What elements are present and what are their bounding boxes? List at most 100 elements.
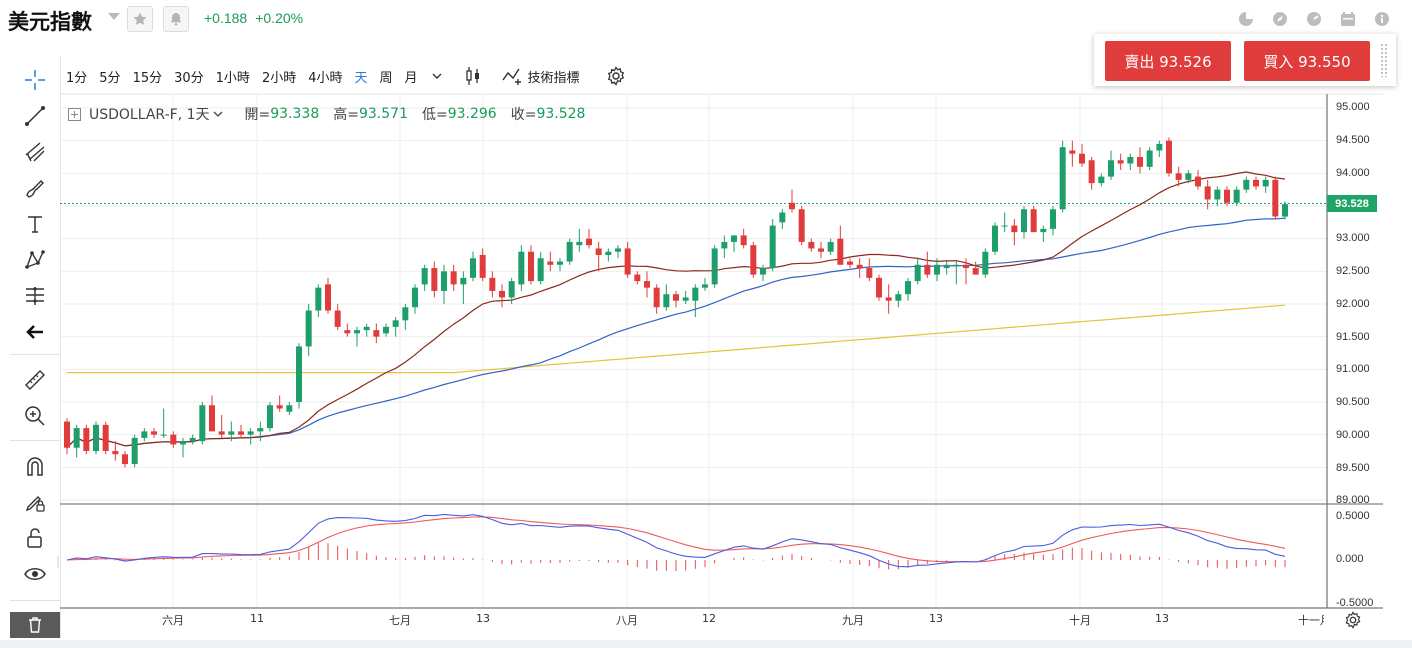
text-tool-icon[interactable]	[19, 210, 51, 238]
timeframe-4h[interactable]: 4小時	[308, 70, 343, 86]
fibonacci-icon[interactable]	[19, 282, 51, 310]
trash-icon	[29, 617, 41, 633]
candle-body	[740, 235, 747, 246]
candle-body	[315, 287, 322, 311]
pie-chart-icon[interactable]	[1237, 10, 1255, 28]
candle-body	[934, 264, 940, 275]
candle-body	[1166, 140, 1172, 174]
buy-button[interactable]: 買入 93.550	[1244, 41, 1370, 81]
indicators-button[interactable]: 技術指標	[501, 67, 580, 86]
candle-body	[866, 268, 873, 278]
timeframe-15m[interactable]: 15分	[132, 70, 163, 86]
candle-body	[450, 271, 457, 285]
magnet-icon[interactable]	[19, 452, 51, 480]
timeframe-1h[interactable]: 1小時	[215, 70, 250, 86]
low-value: 93.296	[447, 106, 497, 122]
sell-button[interactable]: 賣出 93.526	[1105, 41, 1231, 81]
candle-body	[112, 450, 119, 455]
timeframe-5m[interactable]: 5分	[99, 70, 121, 86]
candle-body	[238, 431, 244, 435]
back-arrow-icon[interactable]	[19, 318, 51, 346]
candle-body	[702, 284, 708, 288]
timeframe-30m[interactable]: 30分	[174, 70, 204, 86]
candle-body	[885, 297, 892, 301]
candle-body	[170, 434, 177, 445]
toolbar-divider	[10, 440, 60, 441]
macd-line	[66, 513, 1286, 568]
symbol-chevron-icon[interactable]	[213, 109, 223, 119]
lock-drawings-icon[interactable]	[19, 488, 51, 516]
candle-body	[1175, 173, 1182, 180]
ma-short-line	[66, 171, 1286, 449]
candle-body	[441, 271, 447, 291]
alert-button[interactable]	[163, 6, 189, 32]
calendar-icon[interactable]	[1339, 10, 1357, 28]
candle-body	[827, 241, 834, 252]
candle-body	[789, 202, 795, 210]
candle-body	[692, 287, 699, 301]
candle-body	[209, 405, 215, 432]
gauge-icon[interactable]	[1305, 10, 1323, 28]
settings-gear-icon[interactable]	[606, 66, 626, 86]
timeframe-month[interactable]: 月	[404, 70, 418, 86]
macd-tick: 0.5000	[1336, 510, 1370, 522]
candle-body	[760, 268, 766, 275]
ruler-icon[interactable]	[19, 366, 51, 394]
change-absolute: +0.188	[204, 10, 248, 26]
brush-icon[interactable]	[19, 174, 51, 202]
candle-body	[992, 225, 998, 252]
timeframe-2h[interactable]: 2小時	[261, 70, 297, 86]
candle-body	[64, 421, 70, 448]
symbol-label[interactable]: USDOLLAR-F, 1天	[89, 107, 210, 123]
zoom-in-icon[interactable]	[19, 402, 51, 430]
trend-line-icon[interactable]	[19, 102, 51, 130]
candle-body	[982, 251, 989, 275]
instrument-dropdown-caret[interactable]	[108, 13, 120, 20]
candle-body	[943, 264, 950, 269]
candle-body	[1253, 179, 1259, 187]
bell-icon	[170, 13, 182, 26]
timeframe-day[interactable]: 天	[354, 70, 368, 86]
candle-body	[1127, 156, 1134, 164]
eye-icon[interactable]	[19, 560, 51, 588]
expand-icon[interactable]	[68, 107, 81, 121]
candle-body	[895, 294, 902, 301]
low-label: 低=	[421, 107, 448, 123]
timeframe-1m[interactable]: 1分	[66, 70, 88, 86]
candle-body	[412, 287, 418, 308]
candle-body	[1079, 153, 1085, 164]
candle-body	[276, 405, 283, 409]
price-tick: 90.000	[1336, 429, 1370, 441]
crosshair-icon[interactable]	[19, 66, 51, 94]
pattern-icon[interactable]	[19, 246, 51, 274]
toolbar-divider	[10, 600, 60, 601]
candle-body	[905, 281, 911, 295]
unlock-icon[interactable]	[19, 524, 51, 552]
favorite-button[interactable]	[127, 6, 153, 32]
candle-body	[953, 264, 960, 266]
candle-type-icon[interactable]	[464, 66, 482, 86]
info-icon[interactable]	[1373, 10, 1391, 28]
time-tick: 十月	[1069, 614, 1091, 627]
indicators-icon	[501, 68, 521, 85]
more-timeframes-chevron-icon[interactable]	[432, 71, 442, 81]
change-percent: +0.20%	[255, 10, 304, 26]
pitchfork-icon[interactable]	[19, 138, 51, 166]
candle-body	[576, 241, 583, 246]
compass-icon[interactable]	[1271, 10, 1289, 28]
timeframe-week[interactable]: 周	[379, 70, 393, 86]
trash-button[interactable]	[10, 612, 60, 638]
candle-body	[1243, 179, 1250, 190]
candle-body	[373, 330, 380, 337]
candle-body	[286, 405, 293, 412]
candle-body	[769, 225, 776, 269]
candle-body	[1021, 209, 1027, 233]
candle-body	[518, 251, 525, 285]
candle-body	[924, 264, 931, 275]
candle-body	[731, 235, 737, 242]
axis-settings-gear-icon[interactable]	[1344, 611, 1362, 634]
candle-body	[1088, 160, 1095, 184]
candle-body	[856, 264, 863, 269]
panel-drag-handle[interactable]	[1380, 43, 1388, 77]
